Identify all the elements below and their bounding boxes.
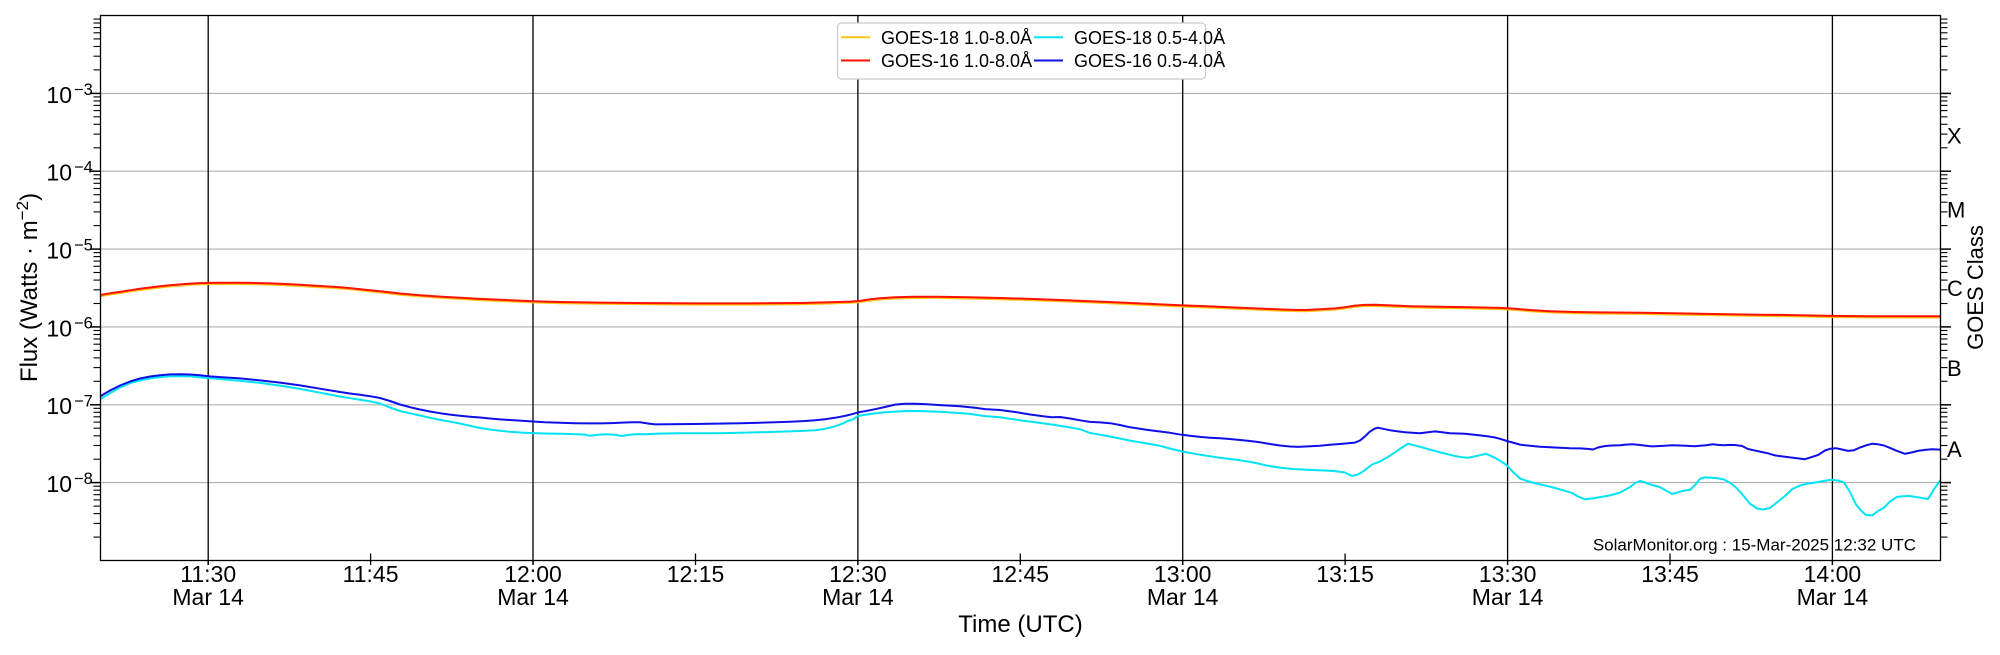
svg-text:10: 10 [46, 471, 72, 497]
svg-text:10: 10 [46, 238, 72, 264]
svg-text:11:45: 11:45 [343, 561, 399, 587]
svg-text:Mar 14: Mar 14 [172, 584, 244, 610]
svg-text:−3: −3 [74, 81, 93, 99]
svg-text:GOES-16 0.5-4.0Å: GOES-16 0.5-4.0Å [1074, 51, 1225, 71]
svg-text:12:45: 12:45 [992, 561, 1050, 587]
svg-text:10: 10 [46, 82, 72, 108]
svg-text:13:00: 13:00 [1154, 561, 1212, 587]
svg-text:−6: −6 [74, 314, 93, 332]
svg-text:13:30: 13:30 [1479, 561, 1537, 587]
svg-text:−4: −4 [74, 159, 93, 177]
svg-text:13:15: 13:15 [1316, 561, 1374, 587]
svg-text:10: 10 [46, 160, 72, 186]
svg-text:X: X [1947, 124, 1962, 149]
svg-text:Time (UTC): Time (UTC) [958, 611, 1082, 638]
svg-text:GOES-18 0.5-4.0Å: GOES-18 0.5-4.0Å [1074, 28, 1225, 48]
svg-text:10: 10 [46, 315, 72, 341]
svg-text:Mar 14: Mar 14 [497, 584, 569, 610]
svg-text:Mar 14: Mar 14 [1797, 584, 1869, 610]
svg-text:−8: −8 [74, 470, 93, 488]
svg-text:GOES Class: GOES Class [1963, 225, 1988, 350]
svg-text:Mar 14: Mar 14 [1147, 584, 1219, 610]
svg-text:B: B [1947, 356, 1962, 381]
svg-text:11:30: 11:30 [180, 561, 236, 587]
svg-text:GOES-16 1.0-8.0Å: GOES-16 1.0-8.0Å [881, 51, 1032, 71]
svg-text:13:45: 13:45 [1641, 561, 1699, 587]
svg-text:12:30: 12:30 [829, 561, 887, 587]
svg-text:−5: −5 [74, 237, 93, 255]
svg-text:M: M [1947, 198, 1965, 223]
svg-text:12:15: 12:15 [667, 561, 725, 587]
svg-text:10: 10 [46, 393, 72, 419]
svg-text:A: A [1947, 437, 1962, 462]
svg-text:−7: −7 [74, 392, 93, 410]
svg-text:Mar 14: Mar 14 [1472, 584, 1544, 610]
svg-text:Mar 14: Mar 14 [822, 584, 894, 610]
svg-text:14:00: 14:00 [1804, 561, 1862, 587]
svg-text:Flux (Watts · m−2): Flux (Watts · m−2) [13, 193, 43, 382]
svg-text:GOES-18 1.0-8.0Å: GOES-18 1.0-8.0Å [881, 28, 1032, 48]
svg-text:12:00: 12:00 [504, 561, 562, 587]
svg-text:SolarMonitor.org : 15-Mar-2025: SolarMonitor.org : 15-Mar-2025 12:32 UTC [1593, 536, 1916, 555]
svg-text:C: C [1947, 276, 1963, 301]
